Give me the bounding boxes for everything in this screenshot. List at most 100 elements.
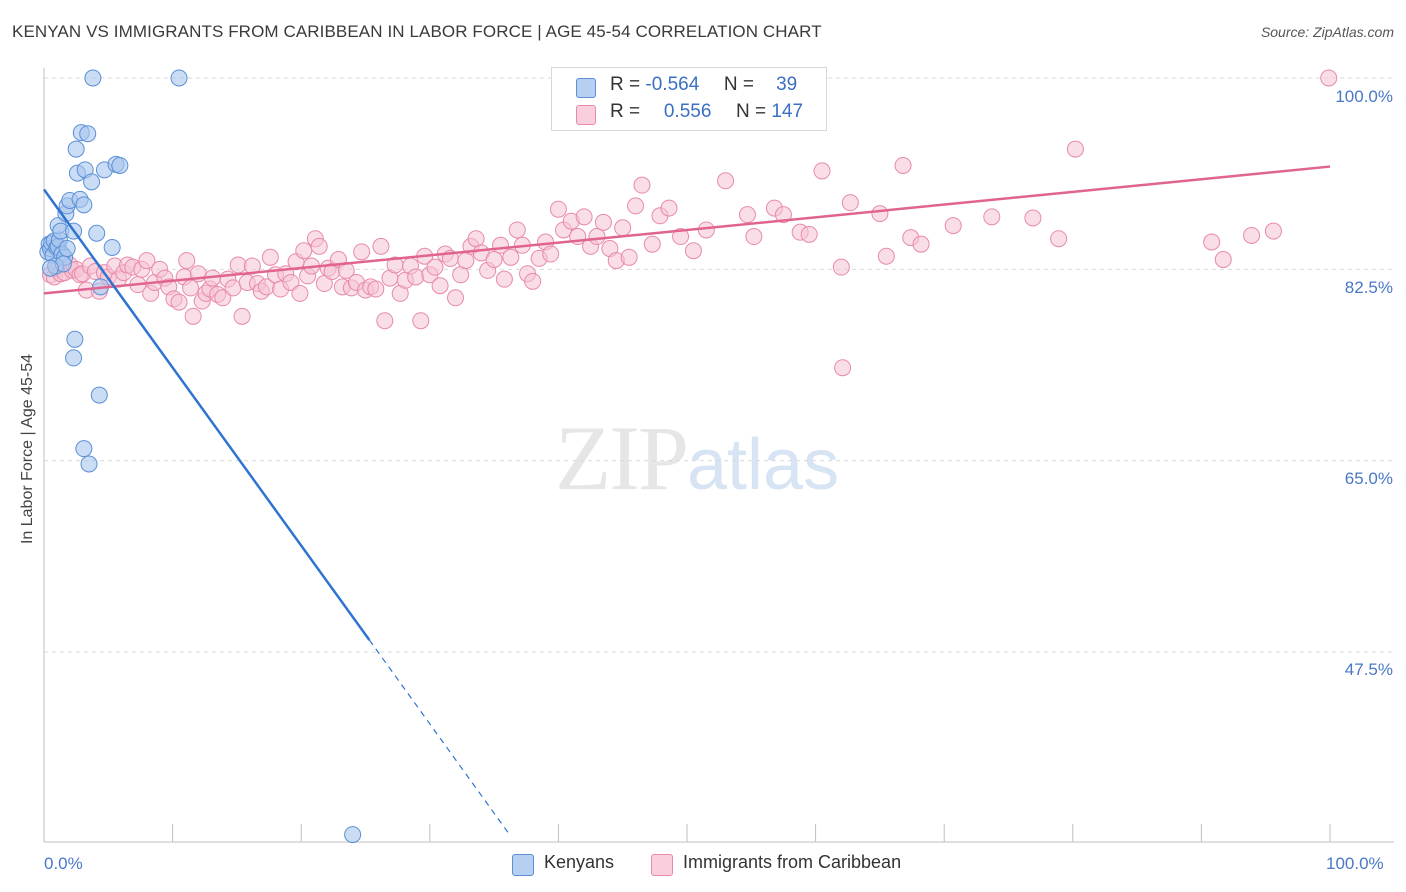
watermark: ZIPatlas (555, 405, 839, 511)
caribbean-point (508, 221, 526, 239)
caribbean-point (376, 312, 394, 330)
caribbean-point (1024, 209, 1042, 227)
legend-label: Kenyans (544, 852, 615, 872)
kenyan-point (66, 330, 84, 348)
axes (43, 68, 1394, 843)
kenyan-trend-line (42, 188, 371, 641)
caribbean-point (1050, 230, 1068, 248)
caribbean-point (426, 258, 444, 276)
kenyan-point (75, 440, 93, 458)
chart-title: KENYAN VS IMMIGRANTS FROM CARIBBEAN IN L… (12, 22, 822, 41)
kenyan-point (67, 140, 85, 158)
caribbean-point (549, 200, 567, 218)
kenyan-point (84, 69, 102, 87)
caribbean-point (800, 225, 818, 243)
caribbean-point (1214, 250, 1232, 268)
caribbean-swatch (651, 854, 673, 876)
caribbean-point (214, 289, 232, 307)
watermark-zip: ZIP (555, 407, 689, 509)
caribbean-point (1243, 226, 1261, 244)
caribbean-point (774, 206, 792, 224)
caribbean-point (1203, 233, 1221, 251)
caribbean-point (832, 258, 850, 276)
n-label: N = (735, 101, 767, 122)
y-tick-label: 82.5% (1344, 278, 1393, 297)
caribbean-point (184, 307, 202, 325)
kenyan-point (88, 224, 106, 242)
caribbean-point (944, 217, 962, 235)
n-value: 39 (776, 74, 798, 95)
caribbean-point (447, 289, 465, 307)
caribbean-point (575, 208, 593, 226)
caribbean-point (224, 279, 242, 297)
kenyan-point (103, 238, 121, 256)
caribbean-point (627, 197, 645, 215)
caribbean-point (834, 359, 852, 377)
caribbean-point (660, 199, 678, 217)
caribbean-point (310, 237, 328, 255)
caribbean-point (282, 273, 300, 291)
correlation-legend: R = -0.564 N = 39 R = 0.556 N = 147 (551, 67, 827, 131)
caribbean-point (467, 230, 485, 248)
source-label: Source: ZipAtlas.com (1260, 24, 1394, 40)
caribbean-point (745, 228, 763, 246)
kenyans-swatch (576, 78, 596, 98)
y-tick-label: 100.0% (1335, 87, 1393, 106)
kenyan-point (90, 386, 108, 404)
x-tick-label-min: 0.0% (44, 854, 83, 873)
kenyan-trend-extension (368, 639, 511, 835)
x-tick-label-max: 100.0% (1326, 854, 1384, 873)
caribbean-point (620, 248, 638, 266)
kenyan-point (80, 455, 98, 473)
caribbean-point (1264, 222, 1282, 240)
watermark-atlas: atlas (687, 425, 840, 505)
caribbean-point (717, 172, 735, 190)
kenyans-swatch (512, 854, 534, 876)
caribbean-point (912, 235, 930, 253)
y-tick-label: 47.5% (1344, 660, 1393, 679)
legend-label: Immigrants from Caribbean (683, 852, 902, 872)
caribbean-point (233, 307, 251, 325)
caribbean-point (542, 245, 560, 263)
caribbean-point (170, 293, 188, 311)
caribbean-point (672, 228, 690, 246)
caribbean-point (295, 242, 313, 260)
y-tick-label: 65.0% (1344, 469, 1393, 488)
y-axis-label: In Labor Force | Age 45-54 (19, 353, 36, 545)
r-value: -0.564 (645, 74, 700, 95)
caribbean-point (1320, 69, 1338, 87)
caribbean-point (813, 162, 831, 180)
caribbean-point (588, 228, 606, 246)
caribbean-point (684, 242, 702, 260)
kenyan-point (41, 259, 59, 277)
caribbean-point (353, 243, 371, 261)
caribbean-point (614, 219, 632, 237)
kenyan-point (58, 240, 76, 258)
caribbean-point (495, 270, 513, 288)
caribbean-point (457, 252, 475, 270)
kenyan-points (39, 69, 362, 844)
caribbean-point (138, 252, 156, 270)
caribbean-points (41, 69, 1338, 377)
caribbean-point (633, 176, 651, 194)
caribbean-point (502, 248, 520, 266)
gridlines (44, 77, 1394, 653)
caribbean-point (372, 237, 390, 255)
caribbean-point (894, 156, 912, 174)
r-value: 0.556 (663, 101, 712, 122)
caribbean-point (871, 205, 889, 223)
caribbean-point (1066, 140, 1084, 158)
caribbean-point (291, 284, 309, 302)
caribbean-point (431, 277, 449, 295)
caribbean-point (643, 235, 661, 253)
r-label: R = (610, 101, 641, 122)
trend-lines (42, 165, 1331, 835)
caribbean-point (182, 279, 200, 297)
r-label: R = (610, 74, 641, 95)
caribbean-point (594, 213, 612, 231)
caribbean-point (841, 194, 859, 212)
caribbean-point (367, 280, 385, 298)
caribbean-point (452, 266, 470, 284)
caribbean-point (877, 247, 895, 265)
